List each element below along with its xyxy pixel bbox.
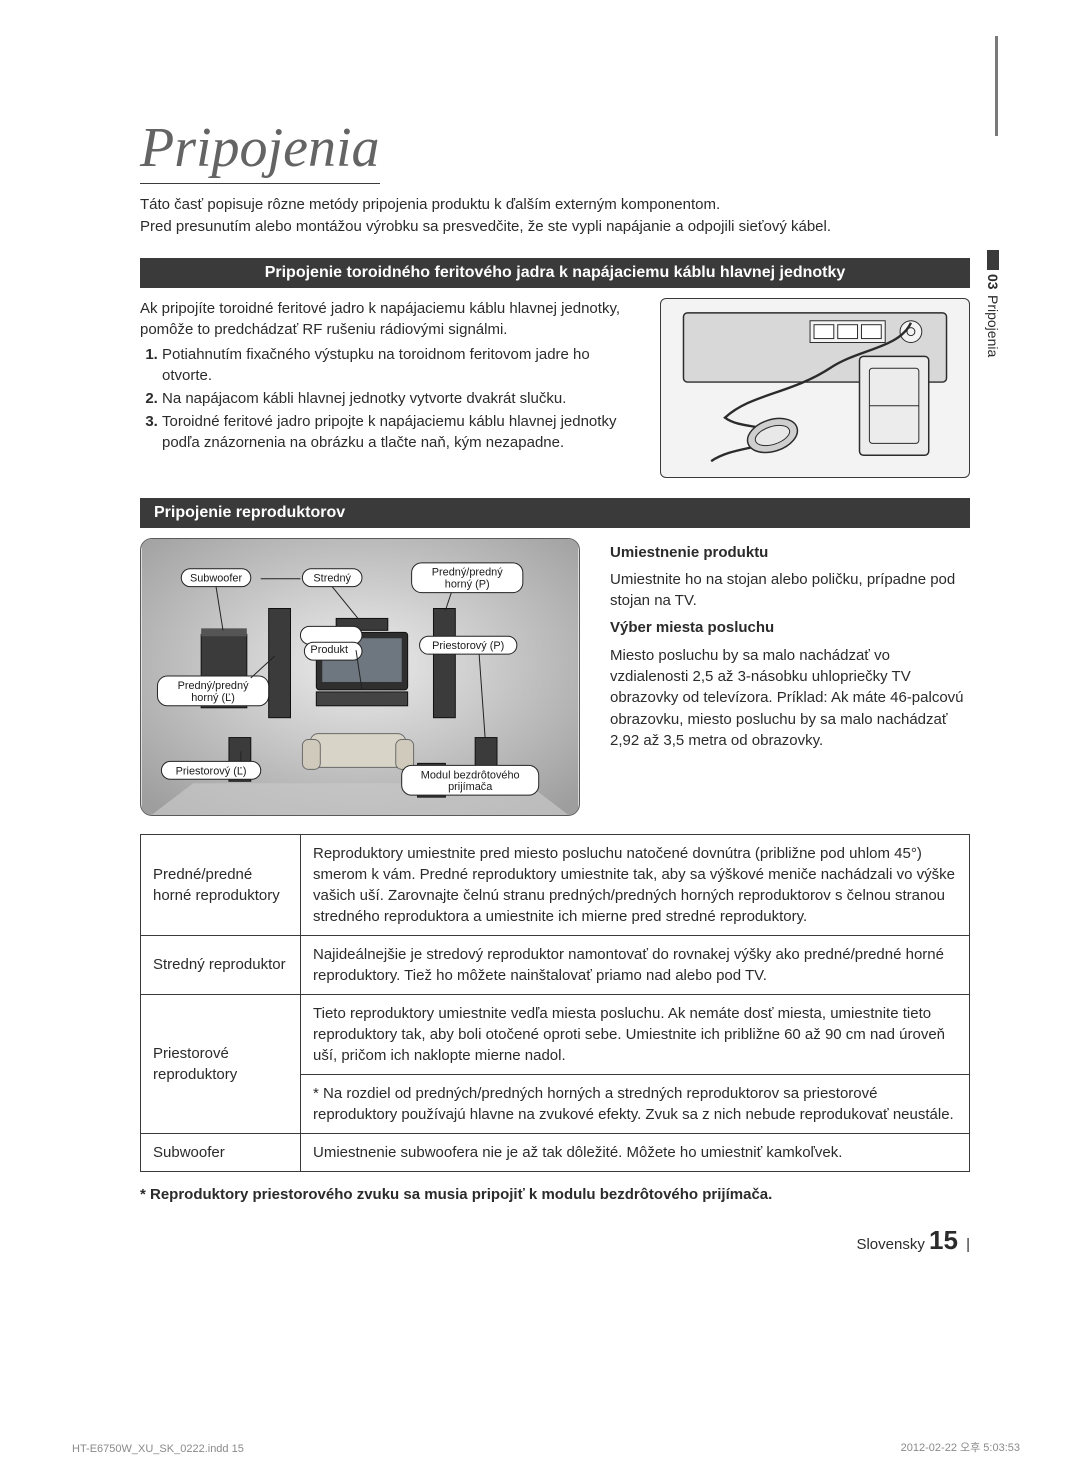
placement-row: Subwoofer Stredný Predný/predný horný (P… <box>140 538 970 816</box>
language-label: Slovensky <box>856 1236 924 1253</box>
dlabel-product: Produkt <box>310 644 348 656</box>
ferrite-step: Potiahnutím fixačného výstupku na toroid… <box>162 344 636 386</box>
table-row: Stredný reproduktor Najideálnejšie je st… <box>141 935 970 994</box>
svg-text:horný (P): horný (P) <box>445 578 490 590</box>
svg-text:Modul bezdrôtového: Modul bezdrôtového <box>421 769 520 781</box>
page-number-block: Slovensky 15 | <box>140 1225 970 1256</box>
placement-p1: Umiestnite ho na stojan alebo poličku, p… <box>610 569 970 612</box>
dlabel-subwoofer: Subwoofer <box>190 572 243 584</box>
page-number-bar: | <box>966 1236 970 1253</box>
ferrite-para: Ak pripojíte toroidné feritové jadro k n… <box>140 298 636 340</box>
manual-page: Pripojenia Táto časť popisuje rôzne metó… <box>0 0 1080 1479</box>
title-row: Pripojenia <box>140 120 970 176</box>
table-body-center: Najideálnejšie je stredový reproduktor n… <box>301 935 970 994</box>
ferrite-step: Toroidné feritové jadro pripojte k napáj… <box>162 411 636 453</box>
section-heading-ferrite: Pripojenie toroidného feritového jadra k… <box>140 258 970 288</box>
table-body-surround-note: * Na rozdiel od predných/predných hornýc… <box>301 1074 970 1133</box>
placement-text: Umiestnenie produktu Umiestnite ho na st… <box>610 538 970 816</box>
section-heading-speakers: Pripojenie reproduktorov <box>140 498 970 528</box>
ferrite-text: Ak pripojíte toroidné feritové jadro k n… <box>140 298 636 478</box>
ferrite-step: Na napájacom kábli hlavnej jednotky vytv… <box>162 388 636 409</box>
svg-text:prijímača: prijímača <box>448 781 493 793</box>
print-meta-file: HT-E6750W_XU_SK_0222.indd 15 <box>72 1443 244 1455</box>
ferrite-block: Ak pripojíte toroidné feritové jadro k n… <box>140 298 970 478</box>
dlabel-surround-l: Priestorový (Ľ) <box>176 765 247 777</box>
dlabel-center: Stredný <box>313 572 351 584</box>
svg-text:Predný/predný: Predný/predný <box>178 679 249 691</box>
table-row: Subwoofer Umiestnenie subwoofera nie je … <box>141 1133 970 1171</box>
ferrite-steps: Potiahnutím fixačného výstupku na toroid… <box>140 344 636 453</box>
dlabel-surround-r: Priestorový (P) <box>432 640 504 652</box>
svg-text:Predný/predný: Predný/predný <box>432 566 503 578</box>
speaker-table: Predné/predné horné reproduktory Reprodu… <box>140 834 970 1172</box>
table-head-subwoofer: Subwoofer <box>141 1133 301 1171</box>
intro-paragraph: Táto časť popisuje rôzne metódy pripojen… <box>140 194 970 238</box>
svg-text:horný (Ľ): horný (Ľ) <box>191 691 235 703</box>
speaker-placement-diagram: Subwoofer Stredný Predný/predný horný (P… <box>140 538 580 816</box>
table-body-front: Reproduktory umiestnite pred miesto posl… <box>301 834 970 935</box>
intro-line-2: Pred presunutím alebo montážou výrobku s… <box>140 218 831 235</box>
placement-h2: Výber miesta posluchu <box>610 617 970 638</box>
ferrite-diagram <box>660 298 970 478</box>
table-head-front: Predné/predné horné reproduktory <box>141 834 301 935</box>
page-title: Pripojenia <box>140 117 380 184</box>
table-head-surround: Priestorové reproduktory <box>141 994 301 1133</box>
print-meta-time: 2012-02-22 오후 5:03:53 <box>901 1439 1020 1455</box>
intro-line-1: Táto časť popisuje rôzne metódy pripojen… <box>140 196 720 213</box>
table-head-center: Stredný reproduktor <box>141 935 301 994</box>
page-number: 15 <box>929 1225 958 1255</box>
surround-footnote: * Reproduktory priestorového zvuku sa mu… <box>140 1186 970 1203</box>
table-body-subwoofer: Umiestnenie subwoofera nie je až tak dôl… <box>301 1133 970 1171</box>
placement-h1: Umiestnenie produktu <box>610 542 970 563</box>
placement-p2: Miesto posluchu by sa malo nachádzať vo … <box>610 645 970 751</box>
table-row: Predné/predné horné reproduktory Reprodu… <box>141 834 970 935</box>
table-body-surround: Tieto reproduktory umiestnite vedľa mies… <box>301 994 970 1074</box>
table-row: Priestorové reproduktory Tieto reprodukt… <box>141 994 970 1074</box>
